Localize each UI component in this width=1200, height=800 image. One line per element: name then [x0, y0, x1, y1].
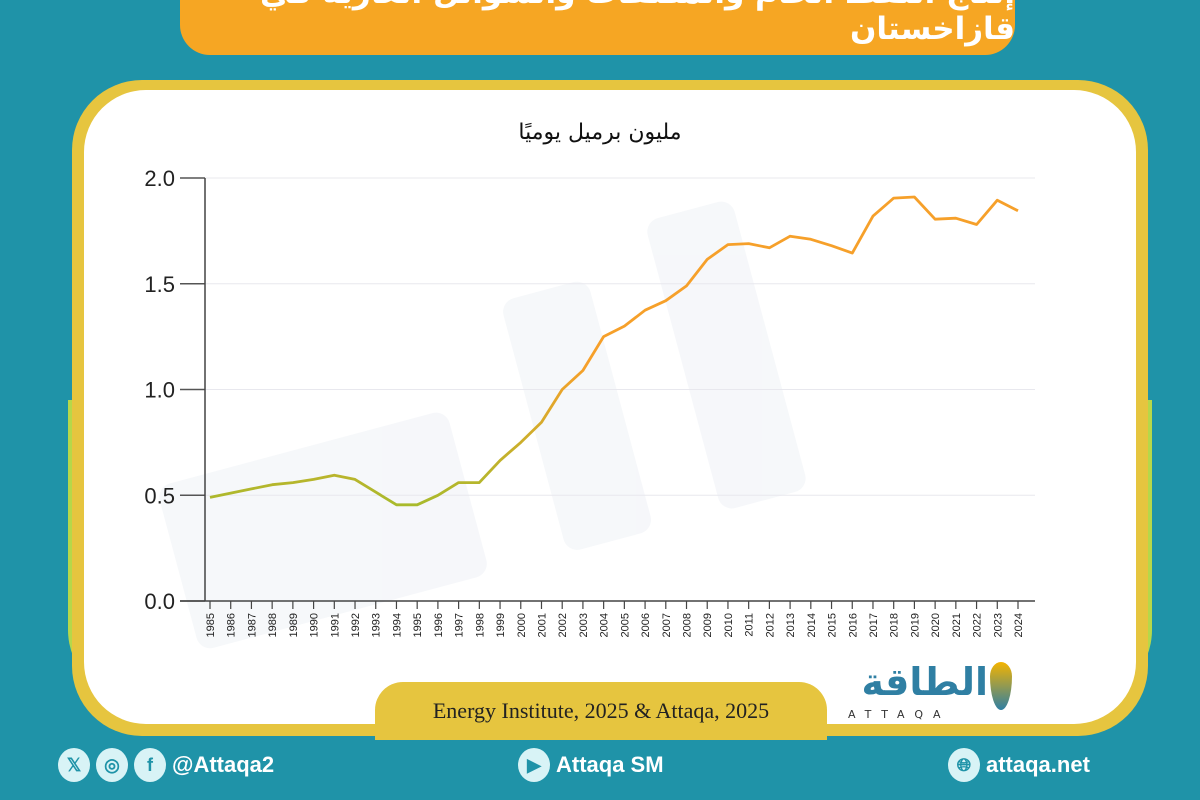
x-tick-label: 1990 [309, 613, 321, 637]
youtube-icon: ▶ [518, 748, 550, 782]
x-tick-label: 2008 [682, 613, 694, 637]
x-tick-label: 2012 [764, 613, 776, 637]
x-icon[interactable]: 𝕏 [58, 748, 90, 782]
y-tick-label: 1.5 [144, 272, 175, 297]
x-tick-label: 2017 [868, 613, 880, 637]
x-tick-label: 1992 [350, 613, 362, 637]
x-tick-label: 1991 [329, 613, 341, 637]
x-tick-label: 2018 [889, 613, 901, 637]
x-tick-label: 2024 [1013, 613, 1025, 637]
instagram-icon[interactable]: ◎ [96, 748, 128, 782]
x-tick-label: 2007 [661, 613, 673, 637]
y-tick-label: 0.0 [144, 589, 175, 614]
page-title: إنتاج النفط الخام والمكثفات والسوائل الغ… [180, 0, 1015, 55]
social-handle[interactable]: @Attaqa2 [172, 752, 275, 777]
website-link[interactable]: 🌐︎ attaqa.net [948, 745, 1090, 785]
y-tick-label: 1.0 [144, 378, 175, 403]
x-tick-label: 2005 [619, 613, 631, 637]
website-label: attaqa.net [986, 752, 1090, 777]
production-line [209, 195, 1019, 507]
source-label: Energy Institute, 2025 & Attaqa, 2025 [375, 682, 827, 740]
x-tick-label: 1997 [454, 613, 466, 637]
x-tick-label: 2019 [909, 613, 921, 637]
x-tick-label: 2009 [702, 613, 714, 637]
y-axis-unit: مليون برميل يوميًا [518, 120, 682, 145]
x-tick-label: 1996 [433, 613, 445, 637]
x-tick-label: 1985 [205, 613, 217, 637]
x-tick-label: 2006 [640, 613, 652, 637]
globe-icon: 🌐︎ [948, 748, 980, 782]
x-tick-label: 1989 [288, 613, 300, 637]
x-tick-label: 2011 [744, 613, 756, 637]
youtube-link[interactable]: ▶ Attaqa SM [518, 745, 664, 785]
x-tick-label: 2021 [951, 613, 963, 637]
x-tick-label: 1986 [226, 613, 238, 637]
x-tick-label: 2010 [723, 613, 735, 637]
logo-latin: ATTAQA [848, 708, 951, 721]
y-tick-label: 2.0 [144, 166, 175, 191]
x-tick-label: 2016 [847, 613, 859, 637]
facebook-icon[interactable]: f [134, 748, 166, 782]
x-tick-label: 2002 [557, 613, 569, 637]
x-tick-label: 1999 [495, 613, 507, 637]
logo-arabic: الطاقة [861, 660, 988, 704]
x-tick-label: 2003 [578, 613, 590, 637]
x-tick-label: 1987 [246, 613, 258, 637]
x-tick-label: 1988 [267, 613, 279, 637]
drop-icon [990, 662, 1012, 710]
x-tick-label: 2000 [516, 613, 528, 637]
x-tick-label: 1993 [371, 613, 383, 637]
y-tick-label: 0.5 [144, 483, 175, 508]
x-tick-label: 1995 [412, 613, 424, 637]
x-tick-label: 2004 [599, 613, 611, 637]
x-tick-label: 2015 [827, 613, 839, 637]
attaqa-logo: الطاقة ATTAQA [838, 660, 1018, 724]
x-tick-label: 1994 [391, 613, 403, 637]
x-tick-label: 2022 [972, 613, 984, 637]
x-tick-label: 1998 [474, 613, 486, 637]
x-tick-label: 2020 [930, 613, 942, 637]
youtube-label: Attaqa SM [556, 752, 664, 777]
x-tick-label: 2023 [992, 613, 1004, 637]
social-links: 𝕏 ◎ f @Attaqa2 [58, 745, 274, 785]
x-tick-label: 2014 [806, 613, 818, 637]
x-tick-label: 2013 [785, 613, 797, 637]
x-tick-label: 2001 [536, 613, 548, 637]
